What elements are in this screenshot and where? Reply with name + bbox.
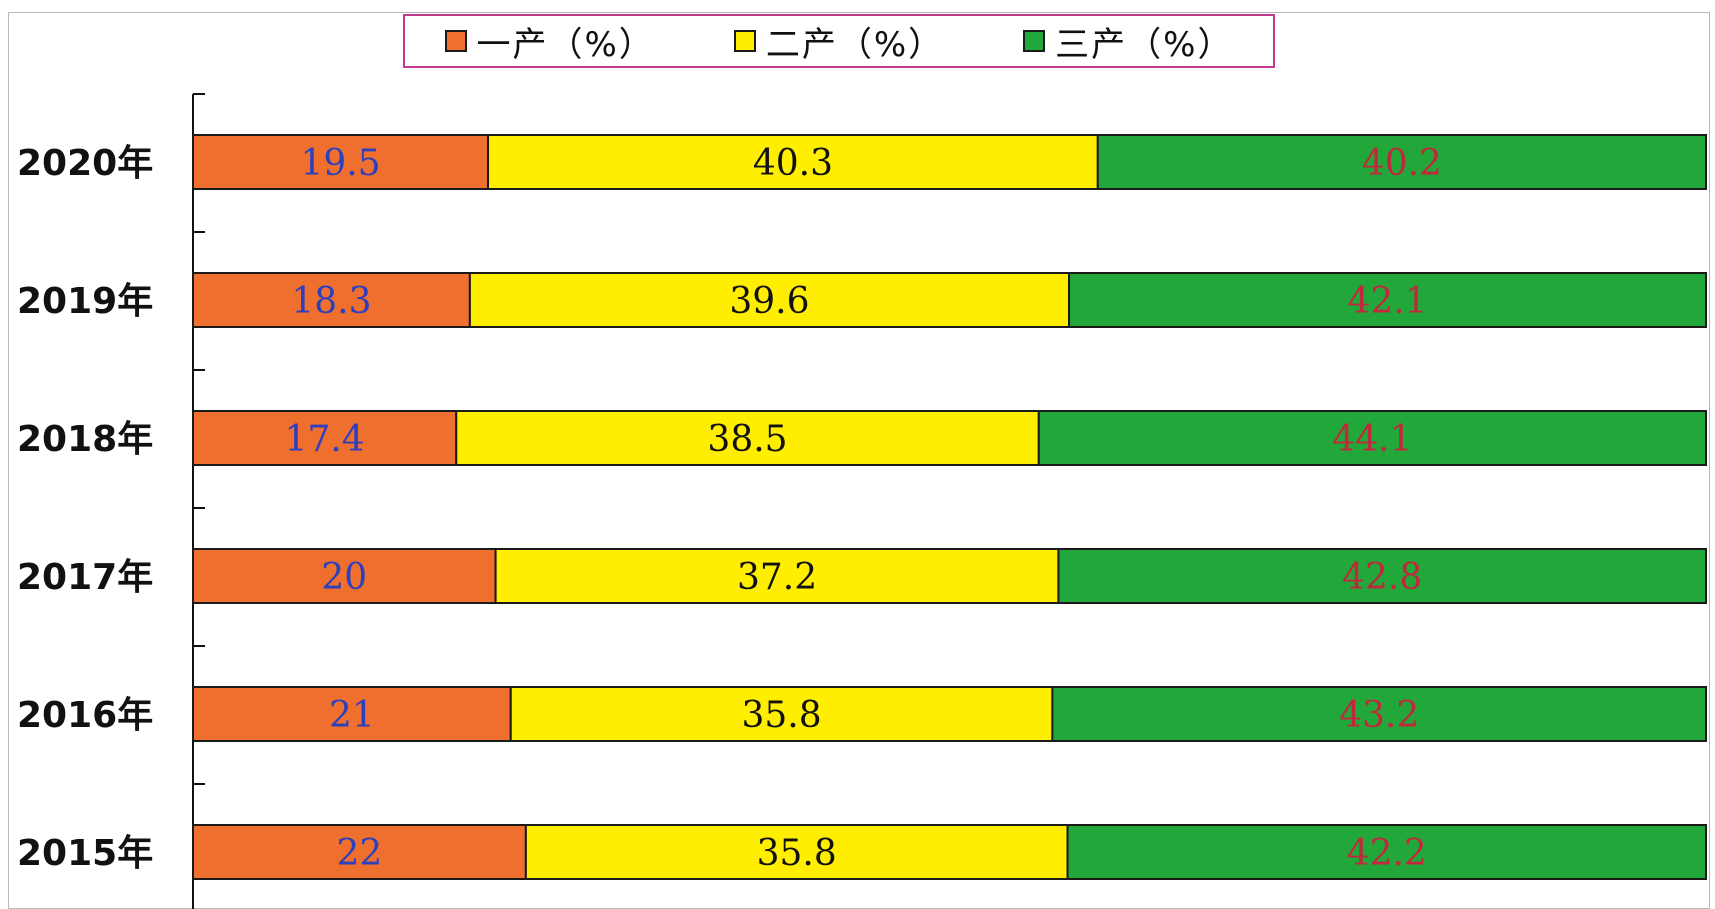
data-label: 35.8 (741, 695, 821, 736)
bar-segment (1096, 134, 1708, 190)
bar-segment (468, 272, 1071, 328)
legend-label-secondary: 二产（%） (765, 24, 945, 65)
bar-segment (1068, 272, 1707, 328)
category-label: 2015年 (17, 833, 153, 874)
bar-segment (1051, 686, 1708, 742)
data-label: 20 (321, 557, 367, 598)
category-label: 2018年 (17, 419, 153, 460)
bar-segment (487, 134, 1099, 190)
data-label: 42.1 (1347, 281, 1427, 322)
data-label: 40.2 (1362, 143, 1442, 184)
bar-segment (494, 548, 1060, 604)
category-label: 2020年 (17, 143, 153, 184)
data-label: 39.6 (729, 281, 809, 322)
data-label: 17.4 (285, 419, 365, 460)
legend: 一产（%） 二产（%） 三产（%） (403, 14, 1275, 68)
bar-segment (1066, 824, 1708, 880)
category-label: 2016年 (17, 695, 153, 736)
bar-segment (192, 134, 490, 190)
category-label: 2017年 (17, 557, 153, 598)
bar-segment (524, 824, 1069, 880)
data-label: 21 (329, 695, 375, 736)
data-label: 19.5 (300, 143, 380, 184)
data-label: 42.8 (1342, 557, 1422, 598)
bar-segment (1037, 410, 1707, 466)
data-label: 40.3 (753, 143, 833, 184)
data-label: 35.8 (757, 833, 837, 874)
data-label: 18.3 (291, 281, 371, 322)
bar-segment (192, 548, 497, 604)
legend-swatch-tertiary (1023, 30, 1046, 52)
legend-label-primary: 一产（%） (476, 24, 655, 65)
legend-swatch-secondary (733, 30, 756, 52)
legend-label-tertiary: 三产（%） (1055, 24, 1234, 65)
category-label: 2019年 (17, 281, 153, 322)
legend-item-tertiary: 三产（%） (1023, 17, 1233, 66)
bar-segment (192, 272, 471, 328)
bar-segment (1057, 548, 1708, 604)
data-label: 44.1 (1332, 419, 1412, 460)
legend-swatch-primary (444, 30, 467, 52)
bar-segment (455, 410, 1040, 466)
data-label: 22 (337, 833, 383, 874)
bar-segment (192, 686, 512, 742)
data-label: 43.2 (1339, 695, 1419, 736)
data-label: 38.5 (707, 419, 787, 460)
bar-segment (192, 824, 527, 880)
data-label: 37.2 (737, 557, 817, 598)
legend-item-secondary: 二产（%） (733, 17, 945, 66)
legend-item-primary: 一产（%） (444, 17, 655, 66)
data-label: 42.2 (1347, 833, 1427, 874)
